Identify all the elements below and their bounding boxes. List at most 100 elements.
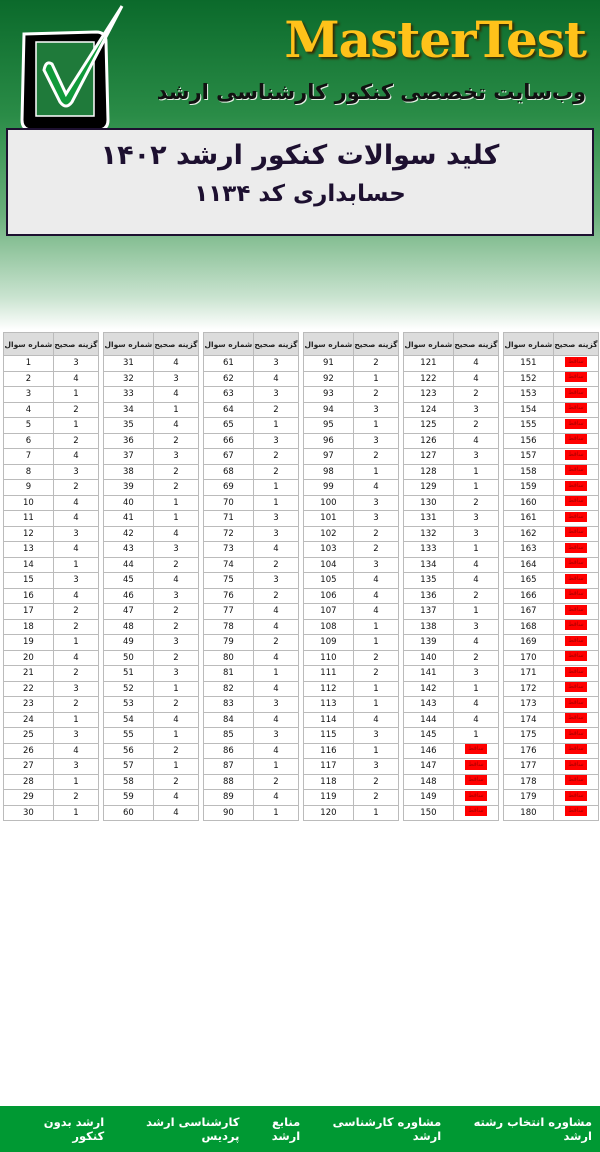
correct-option: 3 (452, 401, 500, 418)
table-row: 132 3 (403, 525, 500, 542)
question-number: 86 (203, 742, 254, 759)
question-number: 33 (103, 386, 154, 403)
table-row: 122 4 (403, 370, 500, 387)
correct-option: 2 (152, 696, 200, 713)
question-number: 58 (103, 773, 154, 790)
correct-option: 3 (352, 556, 400, 573)
correct-option: 4 (352, 603, 400, 620)
correct-option: 4 (252, 541, 300, 558)
question-number: 113 (303, 696, 354, 713)
question-number: 14 (3, 556, 54, 573)
correct-option: 4 (252, 742, 300, 759)
question-number: 7 (3, 448, 54, 465)
question-number: 101 (303, 510, 354, 527)
correct-option: ساقط (452, 804, 500, 821)
correct-option: 2 (352, 773, 400, 790)
table-row: 151 ساقط (503, 355, 600, 372)
void-badge: ساقط (564, 620, 587, 631)
table-row: 31 4 (103, 355, 200, 372)
table-row: 126 4 (403, 432, 500, 449)
table-row: 21 2 (3, 665, 100, 682)
header-correct-option: گزینه صحیح (152, 332, 200, 356)
footer-link-arshad-bedoon-konkur[interactable]: ارشد بدون کنکور (43, 1115, 105, 1143)
header-correct-option: گزینه صحیح (552, 332, 600, 356)
table-row: 64 2 (203, 401, 300, 418)
correct-option: 4 (152, 386, 200, 403)
question-number: 17 (3, 603, 54, 620)
question-number: 102 (303, 525, 354, 542)
question-number: 112 (303, 680, 354, 697)
table-row: 102 2 (303, 525, 400, 542)
table-row: 120 1 (303, 804, 400, 821)
correct-option: 4 (452, 572, 500, 589)
correct-option: ساقط (552, 479, 600, 496)
correct-option: 4 (152, 572, 200, 589)
question-number: 5 (3, 417, 54, 434)
correct-option: 3 (252, 510, 300, 527)
table-row: 13 4 (3, 541, 100, 558)
void-badge: ساقط (564, 496, 587, 507)
void-badge: ساقط (564, 558, 587, 569)
footer-link-arshad-pardis[interactable]: کارشناسی ارشد پردیس (146, 1115, 240, 1143)
table-row: 112 1 (303, 680, 400, 697)
void-badge: ساقط (564, 589, 587, 600)
question-number: 165 (503, 572, 554, 589)
table-row: 99 4 (303, 479, 400, 496)
table-row: 16 4 (3, 587, 100, 604)
table-row: 92 1 (303, 370, 400, 387)
table-row: 137 1 (403, 603, 500, 620)
table-row: 66 3 (203, 432, 300, 449)
question-number: 66 (203, 432, 254, 449)
question-number: 87 (203, 758, 254, 775)
correct-option: 2 (452, 649, 500, 666)
question-number: 179 (503, 789, 554, 806)
table-row: 170 ساقط (503, 649, 600, 666)
correct-option: ساقط (552, 386, 600, 403)
correct-option: ساقط (552, 727, 600, 744)
table-row: 87 1 (203, 758, 300, 775)
correct-option: 4 (352, 572, 400, 589)
correct-option: 4 (52, 649, 100, 666)
table-row: 96 3 (303, 432, 400, 449)
table-row: 109 1 (303, 634, 400, 651)
table-row: 80 4 (203, 649, 300, 666)
table-row: 90 1 (203, 804, 300, 821)
table-row: 75 3 (203, 572, 300, 589)
table-row: 56 2 (103, 742, 200, 759)
table-row: 169 ساقط (503, 634, 600, 651)
table-row: 127 3 (403, 448, 500, 465)
table-row: 67 2 (203, 448, 300, 465)
table-row: 114 4 (303, 711, 400, 728)
answer-table: شماره سوال گزینه صحیح 1 3 2 4 3 1 4 2 5 1 6 2 7 4 8 3 9 2 10… (3, 332, 100, 821)
question-number: 149 (403, 789, 454, 806)
table-row: 35 4 (103, 417, 200, 434)
correct-option: 1 (52, 804, 100, 821)
question-number: 15 (3, 572, 54, 589)
correct-option: 3 (452, 618, 500, 635)
correct-option: 3 (152, 665, 200, 682)
void-badge: ساقط (564, 573, 587, 584)
correct-option: 2 (52, 665, 100, 682)
question-number: 9 (3, 479, 54, 496)
table-row: 19 1 (3, 634, 100, 651)
question-number: 55 (103, 727, 154, 744)
footer-link-manabe-arshad[interactable]: منابع ارشد (271, 1115, 301, 1143)
void-badge: ساقط (564, 403, 587, 414)
correct-option: 3 (52, 463, 100, 480)
correct-option: 1 (252, 479, 300, 496)
table-row: 158 ساقط (503, 463, 600, 480)
checkbox-checkmark-icon (20, 5, 124, 132)
question-number: 45 (103, 572, 154, 589)
void-badge: ساقط (564, 744, 587, 755)
correct-option: 3 (152, 587, 200, 604)
table-row: 26 4 (3, 742, 100, 759)
footer-link-moshavere-arshad[interactable]: مشاوره کارشناسی ارشد (332, 1115, 442, 1143)
question-number: 27 (3, 758, 54, 775)
correct-option: 3 (352, 758, 400, 775)
correct-option: 3 (52, 525, 100, 542)
question-number: 152 (503, 370, 554, 387)
correct-option: 4 (352, 587, 400, 604)
footer-link-entekhab-reshte[interactable]: مشاوره انتخاب رشته ارشد (473, 1115, 592, 1143)
table-row: 77 4 (203, 603, 300, 620)
correct-option: 2 (152, 432, 200, 449)
